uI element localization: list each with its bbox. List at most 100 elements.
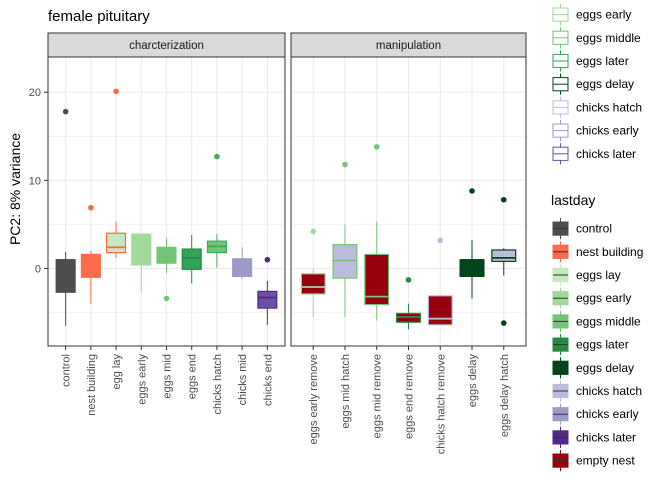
legend-entry: eggs later: [552, 334, 629, 356]
y-tick-label: 20: [29, 87, 41, 99]
facet-panel: manipulation eggs early remove eggs mid ha…: [290, 32, 527, 454]
box: [257, 290, 278, 309]
outlier-point: [342, 161, 348, 168]
outlier-point: [113, 88, 119, 95]
box-eggs-mid-hatch: [332, 161, 358, 317]
legend-label: chicks later: [576, 147, 636, 161]
box-nest-building: [80, 204, 101, 304]
outlier-point: [373, 144, 380, 150]
legend-label: chicks early: [576, 407, 639, 421]
chart-title: female pituitary: [48, 8, 150, 25]
box: [300, 273, 326, 295]
legend-label: eggs early: [576, 8, 631, 22]
box: [181, 248, 202, 270]
x-tick-label: nest building: [86, 354, 98, 416]
x-tick-label: chicks hatch: [212, 354, 224, 415]
legend-entry: control: [552, 218, 612, 240]
outlier-point: [469, 188, 475, 194]
box-chicks-mid: [232, 247, 253, 280]
legends: eggs early eggs middle eggs later eggs dela…: [551, 4, 643, 472]
legend-label: empty nest: [576, 454, 635, 468]
box: [427, 295, 453, 326]
legend-label: chicks early: [576, 124, 639, 138]
box: [55, 259, 76, 293]
legend-title: lastday: [551, 192, 595, 208]
legend-label: eggs later: [576, 54, 629, 68]
box-chicks-hatch: [206, 153, 227, 268]
facet-strip-label: charcterization: [129, 40, 204, 52]
box-chicks-end: [257, 256, 278, 325]
legend-label: eggs delay: [576, 77, 634, 91]
x-tick-label: eggs early: [136, 354, 148, 405]
outlier-point: [437, 237, 444, 244]
legend-entry: eggs early: [552, 4, 631, 26]
legend-entry: chicks hatch: [552, 380, 642, 402]
x-tick-label: chicks hatch remove: [435, 354, 447, 454]
x-tick-label: eggs mid: [162, 354, 174, 399]
legend-label: chicks hatch: [576, 384, 642, 398]
legend-entry: eggs later: [552, 50, 629, 72]
legend-entry: eggs lay: [552, 264, 621, 286]
x-tick-label: eggs end remove: [404, 354, 416, 439]
x-tick-label: chicks end: [262, 354, 274, 406]
outlier-point: [310, 228, 317, 235]
x-tick-label: eggs delay: [467, 354, 479, 408]
box: [156, 246, 177, 264]
outlier-point: [264, 256, 271, 263]
legend-entry: chicks later: [552, 143, 636, 165]
x-tick-label: chicks mid: [237, 354, 249, 405]
legend-entry: chicks early: [552, 120, 639, 142]
legend-label: eggs delay: [576, 361, 634, 375]
legend-label: eggs middle: [576, 314, 641, 328]
outlier-point: [62, 108, 69, 115]
box-chicks-hatch-remove: [427, 237, 453, 326]
legend: eggs early eggs middle eggs later eggs dela…: [552, 4, 642, 165]
y-tick-label: 10: [29, 175, 41, 187]
x-tick-label: eggs early remove: [308, 354, 320, 445]
box: [364, 253, 390, 306]
gridlines: [48, 57, 285, 346]
legend-label: eggs middle: [576, 31, 641, 45]
legend-entry: chicks early: [552, 403, 639, 425]
facet-strip-label: manipulation: [376, 40, 441, 52]
legend-entry: eggs early: [552, 287, 631, 309]
legend-label: eggs lay: [576, 268, 621, 282]
legend-label: control: [576, 222, 612, 236]
outlier-point: [88, 204, 94, 211]
legend-entry: empty nest: [552, 450, 635, 472]
legend-entry: nest building: [552, 241, 643, 263]
facet-strip: [47, 32, 286, 58]
legend-label: nest building: [576, 245, 643, 259]
outlier-point: [500, 320, 507, 326]
box-eggs-delay-hatch: [491, 196, 517, 326]
box-eggs-early-remove: [300, 228, 326, 317]
box-eggs-early: [131, 233, 152, 293]
facets: charcterization control nest building egg l…: [47, 32, 527, 454]
box-eggs-mid-remove: [364, 144, 390, 321]
box: [106, 232, 127, 254]
x-tick-label: eggs mid hatch: [340, 354, 352, 429]
legend-label: eggs later: [576, 338, 629, 352]
legend-entry: chicks later: [552, 426, 636, 448]
box: [80, 253, 101, 278]
box-eggs-end-remove: [395, 277, 422, 330]
box-eggs-end: [181, 234, 202, 284]
box-control: [55, 108, 76, 326]
y-axis-label: PC2: 8% variance: [7, 133, 23, 245]
legend-entry: eggs middle: [552, 27, 641, 49]
outlier-point: [405, 277, 412, 283]
outlier-point: [500, 196, 507, 203]
legend-label: chicks later: [576, 430, 636, 444]
box-egg-lay: [106, 88, 127, 258]
legend-label: chicks hatch: [576, 100, 642, 114]
legend: lastday control nest building eggs lay eggs …: [551, 192, 643, 472]
outlier-point: [163, 295, 170, 302]
facet-strip: [290, 32, 527, 58]
x-tick-label: eggs delay hatch: [499, 354, 511, 437]
outlier-point: [214, 153, 220, 160]
box-eggs-delay: [459, 188, 485, 299]
facet-panel: charcterization control nest building egg l…: [47, 32, 286, 416]
y-tick-label: 0: [35, 263, 41, 275]
legend-entry: eggs delay: [552, 73, 634, 95]
